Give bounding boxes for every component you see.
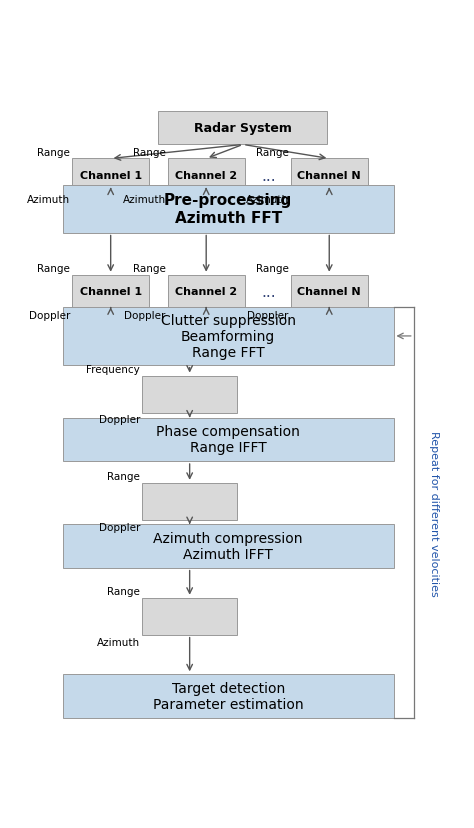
Text: Range: Range — [107, 471, 140, 481]
Text: Range: Range — [133, 263, 166, 273]
Text: Channel 2: Channel 2 — [175, 287, 237, 297]
Text: Range: Range — [37, 263, 70, 273]
Text: Channel N: Channel N — [298, 171, 361, 181]
Text: Radar System: Radar System — [194, 123, 292, 135]
Text: Pre-processing
Azimuth FFT: Pre-processing Azimuth FFT — [164, 193, 292, 225]
Text: Doppler: Doppler — [29, 310, 70, 320]
Text: Doppler: Doppler — [99, 415, 140, 425]
FancyBboxPatch shape — [63, 675, 393, 718]
Text: Target detection
Parameter estimation: Target detection Parameter estimation — [153, 681, 303, 711]
FancyBboxPatch shape — [63, 525, 393, 568]
Text: Channel 2: Channel 2 — [175, 171, 237, 181]
FancyBboxPatch shape — [63, 308, 393, 365]
FancyBboxPatch shape — [63, 185, 393, 233]
Text: Range: Range — [133, 147, 166, 157]
Text: Channel N: Channel N — [298, 287, 361, 297]
FancyBboxPatch shape — [142, 376, 237, 413]
FancyBboxPatch shape — [72, 276, 149, 309]
Text: Range: Range — [256, 263, 289, 273]
FancyBboxPatch shape — [63, 418, 393, 461]
Text: Doppler: Doppler — [247, 310, 289, 320]
Text: Repeat for different velocities: Repeat for different velocities — [429, 430, 439, 595]
Text: Azimuth compression
Azimuth IFFT: Azimuth compression Azimuth IFFT — [154, 532, 303, 561]
Text: Clutter suppression
Beamforming
Range FFT: Clutter suppression Beamforming Range FF… — [161, 313, 296, 359]
FancyBboxPatch shape — [168, 276, 245, 309]
FancyBboxPatch shape — [142, 598, 237, 635]
Text: Channel 1: Channel 1 — [80, 287, 142, 297]
FancyBboxPatch shape — [168, 159, 245, 192]
Text: Range: Range — [107, 586, 140, 596]
FancyBboxPatch shape — [142, 484, 237, 520]
Text: Range: Range — [256, 147, 289, 157]
Text: Channel 1: Channel 1 — [80, 171, 142, 181]
Text: ...: ... — [261, 168, 276, 183]
Text: Doppler: Doppler — [124, 310, 166, 320]
Text: Range: Range — [37, 147, 70, 157]
FancyBboxPatch shape — [291, 276, 368, 309]
Text: Azimuth: Azimuth — [246, 195, 289, 205]
FancyBboxPatch shape — [291, 159, 368, 192]
Text: ...: ... — [261, 284, 276, 300]
Text: Frequency: Frequency — [86, 364, 140, 374]
Text: Phase compensation
Range IFFT: Phase compensation Range IFFT — [156, 425, 300, 455]
FancyBboxPatch shape — [158, 112, 328, 145]
Text: Azimuth: Azimuth — [27, 195, 70, 205]
FancyBboxPatch shape — [72, 159, 149, 192]
Text: Azimuth: Azimuth — [123, 195, 166, 205]
Text: Azimuth: Azimuth — [97, 637, 140, 647]
Text: Doppler: Doppler — [99, 522, 140, 532]
